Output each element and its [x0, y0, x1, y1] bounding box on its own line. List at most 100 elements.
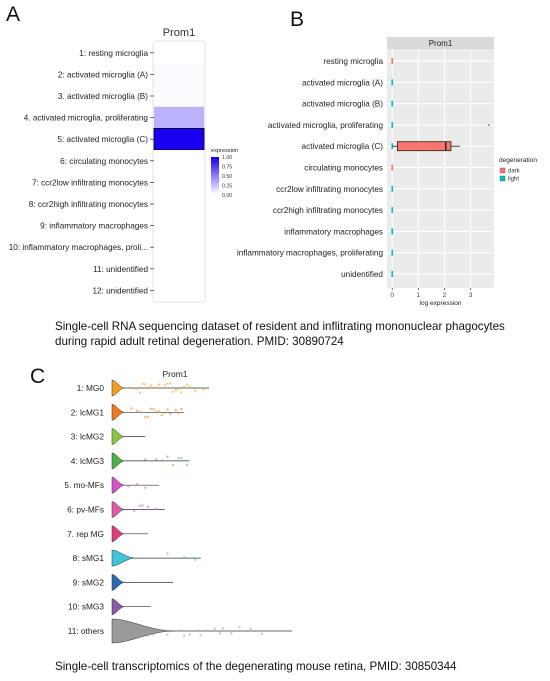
boxplot-category-label: ccr2high infiltrating monocytes — [273, 206, 383, 215]
boxplot-category-label: activated microglia (B) — [302, 100, 383, 109]
boxplot-category-label: inflammatory macrophages, proliferating — [237, 249, 384, 258]
violin-category-label: 7. rep MG — [67, 529, 104, 539]
violin-body — [111, 452, 125, 470]
heatmap-legend-tick: 0.75 — [222, 165, 232, 171]
violin-point — [171, 390, 175, 393]
heatmap-legend-tick: 0.00 — [222, 193, 232, 199]
violin-category-label: 4: lcMG3 — [71, 456, 105, 466]
boxplot-x-tick-label: 2 — [443, 292, 447, 299]
heatmap-legend-swatch — [211, 191, 219, 194]
violin-point — [155, 507, 158, 511]
boxplot-category-label: activated microglia (A) — [302, 78, 383, 87]
heatmap-legend-tick: 0.50 — [222, 174, 232, 180]
heatmap-legend-swatch — [211, 166, 219, 169]
boxplot-category-label: circulating monocytes — [304, 164, 383, 173]
violin-point — [174, 408, 177, 412]
violin-point — [188, 633, 191, 636]
violin-point — [185, 463, 189, 466]
heatmap-legend-title: expression — [211, 148, 238, 154]
violin-point — [138, 410, 141, 413]
violin-point — [135, 483, 139, 486]
boxplot-category-label: activated microglia, proliferating — [268, 121, 384, 130]
violin-point — [152, 633, 155, 636]
violin-point — [160, 386, 164, 390]
violin-category-label: 2: lcMG1 — [71, 407, 105, 417]
boxplot-title: Prom1 — [429, 39, 453, 48]
violin-body — [111, 379, 125, 397]
violin-point — [146, 415, 150, 419]
heatmap-cell — [154, 150, 204, 172]
violin-body — [111, 618, 173, 644]
heatmap-legend-swatch — [211, 170, 219, 173]
violin-point — [180, 629, 183, 632]
violin-point — [152, 386, 155, 390]
violin-point — [182, 556, 186, 559]
violin-point — [132, 387, 136, 390]
boxplot-category-label: ccr2low infiltrating monocytes — [276, 185, 383, 194]
heatmap-cell — [154, 214, 204, 237]
violin-point — [149, 384, 153, 387]
heatmap-legend-swatch — [211, 183, 219, 186]
violin-point — [182, 634, 186, 637]
heatmap-legend-swatch — [211, 189, 219, 192]
heatmap-legend-swatch — [211, 185, 219, 188]
violin-point — [144, 486, 147, 489]
violin-point — [138, 504, 141, 508]
violin-point — [218, 632, 222, 635]
violin-point — [177, 387, 180, 391]
violin-category-label: 6: pv-MFs — [67, 505, 104, 515]
violin-point — [169, 412, 172, 416]
violin-category-label: 8: sMG1 — [73, 553, 105, 563]
violin-point — [196, 629, 200, 632]
boxplot-strip — [387, 37, 494, 49]
boxplot-x-tick-label: 0 — [390, 292, 394, 299]
violin-point — [202, 388, 205, 391]
heatmap-legend-swatch — [211, 174, 219, 177]
violin-category-label: 5. mo-MFs — [64, 480, 104, 490]
violin-point — [138, 391, 141, 394]
heatmap-legend-swatch — [211, 168, 219, 171]
violin-point — [144, 458, 147, 461]
violin-point — [127, 485, 130, 488]
heatmap-legend-swatch — [211, 164, 219, 167]
violin-point — [152, 407, 155, 411]
boxplot-legend-label: dark — [508, 169, 521, 175]
boxplot-category-label: unidentified — [341, 270, 383, 279]
violin-point — [166, 633, 169, 636]
panel-a-letter: A — [6, 3, 21, 26]
boxplot-legend-swatch — [499, 175, 506, 182]
heatmap-legend-swatch — [211, 157, 219, 160]
boxplot-legend-title: degeneration — [499, 157, 537, 164]
heatmap-row-label: 12: unidentified — [92, 286, 148, 295]
heatmap-legend-swatch — [211, 160, 219, 164]
violin-body — [111, 501, 125, 518]
heatmap-frame — [152, 40, 206, 303]
violin-point — [199, 634, 202, 637]
caption-bottom: Single-cell transcriptomics of the degen… — [55, 660, 457, 673]
violin-point — [180, 457, 183, 460]
violin-point — [193, 389, 197, 393]
violin-point — [185, 383, 189, 386]
violin-point — [155, 386, 158, 389]
heatmap-row-label: 1: resting microglia — [79, 49, 148, 58]
violin-point — [169, 382, 172, 385]
violin-point — [141, 504, 144, 507]
violin-point — [188, 384, 191, 388]
violin-point — [130, 407, 133, 410]
heatmap-legend-swatch — [211, 181, 219, 184]
violin-point — [177, 457, 180, 460]
violin-body — [111, 476, 125, 494]
heatmap-cell — [154, 42, 204, 64]
violin-point — [221, 627, 225, 630]
violin-point — [193, 558, 197, 562]
violin-point — [249, 627, 252, 630]
violin-point — [135, 409, 139, 412]
boxplot-legend-swatch — [499, 167, 506, 174]
violin-point — [160, 413, 164, 417]
heatmap-title: Prom1 — [163, 27, 195, 39]
violin-point — [138, 631, 141, 634]
violin-point — [166, 382, 169, 385]
violin-body — [111, 525, 125, 543]
violin-point — [163, 411, 166, 415]
